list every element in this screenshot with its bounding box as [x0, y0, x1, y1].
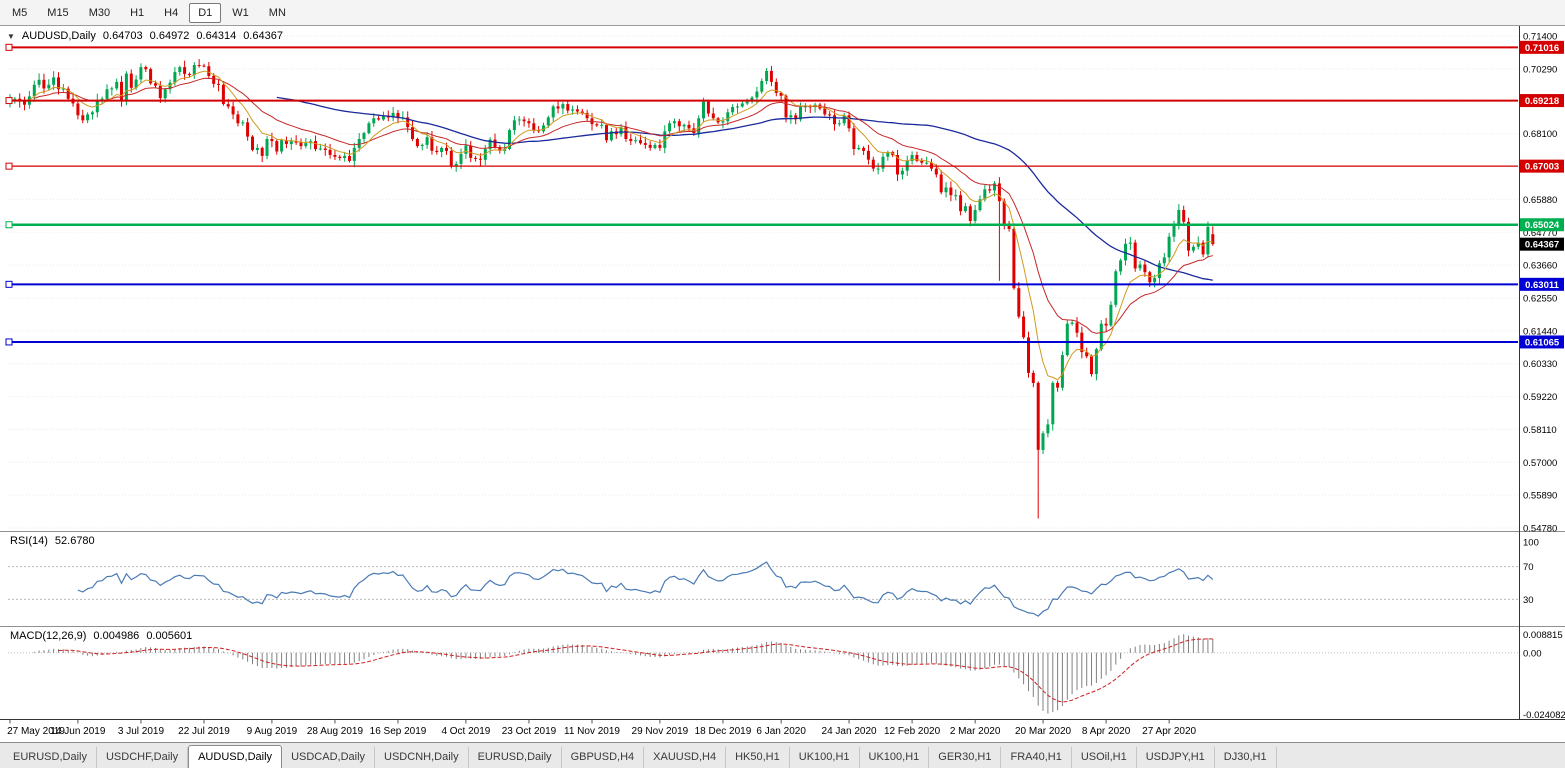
svg-text:3 Jul 2019: 3 Jul 2019 [118, 726, 165, 737]
svg-text:23 Oct 2019: 23 Oct 2019 [502, 726, 557, 737]
rsi-name: RSI(14) [10, 535, 48, 547]
ohlc-open: 0.64703 [102, 30, 143, 42]
price-level-label-0.69218: 0.69218 [1525, 96, 1559, 107]
macd-signal-value: 0.005601 [146, 630, 193, 642]
price-level-label-0.67003: 0.67003 [1525, 162, 1559, 173]
chart-tab-uk100-h1[interactable]: UK100,H1 [860, 747, 930, 768]
timeframe-button-m5[interactable]: M5 [12, 6, 28, 19]
macd-main-value: 0.004986 [93, 630, 140, 642]
svg-text:0.58110: 0.58110 [1523, 425, 1557, 436]
chart-tab-usdjpy-h1[interactable]: USDJPY,H1 [1137, 747, 1215, 768]
timeframe-button-m30[interactable]: M30 [88, 6, 111, 19]
chart-tab-usdcad-daily[interactable]: USDCAD,Daily [282, 747, 376, 768]
svg-text:0.57000: 0.57000 [1523, 458, 1557, 469]
chart-tab-gbpusd-h4[interactable]: GBPUSD,H4 [562, 747, 645, 768]
timeframe-button-w1[interactable]: W1 [232, 6, 249, 19]
chart-symbol: AUDUSD,Daily [21, 30, 96, 42]
chart-tab-ger30-h1[interactable]: GER30,H1 [929, 747, 1002, 768]
macd-histogram [33, 634, 1214, 714]
svg-text:0.64770: 0.64770 [1523, 228, 1557, 239]
candlestick-series [8, 59, 1215, 519]
timeframe-button-d1[interactable]: D1 [189, 2, 222, 23]
svg-text:0.59220: 0.59220 [1523, 392, 1557, 403]
svg-text:0.60330: 0.60330 [1523, 359, 1557, 370]
svg-text:14 Jun 2019: 14 Jun 2019 [50, 726, 105, 737]
svg-text:0.61440: 0.61440 [1523, 326, 1557, 337]
rsi-line [77, 561, 1214, 617]
rsi-value: 52.6780 [54, 535, 95, 547]
chart-tab-fra40-h1[interactable]: FRA40,H1 [1001, 747, 1072, 768]
svg-text:27 Apr 2020: 27 Apr 2020 [1142, 726, 1196, 737]
svg-text:-0.024082: -0.024082 [1523, 710, 1565, 721]
chart-canvas[interactable]: 0.714000.702900.691800.681000.669900.658… [0, 26, 1565, 742]
timeframe-toolbar: M5 M15 M30 H1 H4 D1 W1 MN [0, 0, 1565, 26]
svg-text:0.68100: 0.68100 [1523, 129, 1557, 140]
chart-tab-audusd-daily[interactable]: AUDUSD,Daily [188, 745, 283, 768]
svg-text:0.008815: 0.008815 [1523, 630, 1563, 641]
svg-text:2 Mar 2020: 2 Mar 2020 [950, 726, 1001, 737]
ma-medium-line [34, 77, 1213, 334]
svg-text:22 Jul 2019: 22 Jul 2019 [178, 726, 230, 737]
chart-tab-eurusd-daily[interactable]: EURUSD,Daily [4, 747, 97, 768]
chart-tab-dj30-h1[interactable]: DJ30,H1 [1215, 747, 1277, 768]
svg-text:0.62550: 0.62550 [1523, 293, 1557, 304]
price-level-label-0.61065: 0.61065 [1525, 337, 1560, 348]
one-click-trading-icon[interactable]: ▼ [7, 31, 15, 41]
svg-text:16 Sep 2019: 16 Sep 2019 [370, 726, 427, 737]
current-price-label: 0.64367 [1525, 240, 1559, 251]
chart-tab-usdcnh-daily[interactable]: USDCNH,Daily [375, 747, 469, 768]
svg-text:11 Nov 2019: 11 Nov 2019 [564, 726, 620, 737]
ohlc-high: 0.64972 [149, 30, 190, 42]
svg-text:12 Feb 2020: 12 Feb 2020 [884, 726, 941, 737]
svg-text:0.54780: 0.54780 [1523, 524, 1557, 535]
timeframe-button-mn[interactable]: MN [268, 6, 286, 19]
svg-text:18 Dec 2019: 18 Dec 2019 [695, 726, 752, 737]
svg-text:0.65880: 0.65880 [1523, 195, 1557, 206]
chart-tab-usdchf-daily[interactable]: USDCHF,Daily [97, 747, 189, 768]
timeframe-button-h1[interactable]: H1 [130, 6, 145, 19]
svg-text:9 Aug 2019: 9 Aug 2019 [247, 726, 298, 737]
svg-text:6 Jan 2020: 6 Jan 2020 [756, 726, 806, 737]
svg-text:30: 30 [1523, 595, 1534, 606]
macd-label: MACD(12,26,9) 0.004986 0.005601 [10, 630, 192, 642]
chart-tab-xauusd-h4[interactable]: XAUUSD,H4 [644, 747, 727, 768]
svg-text:28 Aug 2019: 28 Aug 2019 [307, 726, 364, 737]
chart-tab-eurusd-daily[interactable]: EURUSD,Daily [469, 747, 562, 768]
chart-tab-usoil-h1[interactable]: USOil,H1 [1072, 747, 1137, 768]
svg-text:29 Nov 2019: 29 Nov 2019 [632, 726, 689, 737]
svg-text:0.00: 0.00 [1523, 648, 1542, 659]
svg-text:24 Jan 2020: 24 Jan 2020 [822, 726, 877, 737]
timeframe-button-h4[interactable]: H4 [164, 6, 179, 19]
svg-text:0.63660: 0.63660 [1523, 261, 1557, 272]
svg-text:70: 70 [1523, 562, 1534, 573]
chart-tab-bar: EURUSD,Daily USDCHF,Daily AUDUSD,Daily USDC… [0, 742, 1565, 768]
price-level-label-0.63011: 0.63011 [1525, 280, 1560, 291]
ma-fast-line [24, 70, 1213, 381]
svg-text:4 Oct 2019: 4 Oct 2019 [441, 726, 490, 737]
chart-tab-hk50-h1[interactable]: HK50,H1 [726, 747, 790, 768]
price-level-label-0.71016: 0.71016 [1525, 43, 1559, 54]
chart-tab-uk100-h1[interactable]: UK100,H1 [790, 747, 860, 768]
svg-text:0.71400: 0.71400 [1523, 31, 1557, 42]
svg-text:27 May 2019: 27 May 2019 [7, 726, 65, 737]
macd-signal-line [58, 638, 1213, 703]
chart-title: ▼ AUDUSD,Daily 0.64703 0.64972 0.64314 0… [7, 30, 283, 42]
timeframe-button-m15[interactable]: M15 [47, 6, 69, 19]
price-level-label-0.65024: 0.65024 [1525, 220, 1560, 231]
ohlc-low: 0.64314 [196, 30, 237, 42]
svg-text:0.55890: 0.55890 [1523, 491, 1557, 502]
svg-text:0.70290: 0.70290 [1523, 64, 1557, 75]
macd-name: MACD(12,26,9) [10, 630, 87, 642]
svg-text:20 Mar 2020: 20 Mar 2020 [1015, 726, 1072, 737]
ma-slow-line [276, 96, 1213, 281]
ohlc-close: 0.64367 [243, 30, 283, 42]
rsi-label: RSI(14) 52.6780 [10, 535, 95, 547]
svg-text:8 Apr 2020: 8 Apr 2020 [1082, 726, 1131, 737]
svg-text:100: 100 [1523, 538, 1539, 549]
